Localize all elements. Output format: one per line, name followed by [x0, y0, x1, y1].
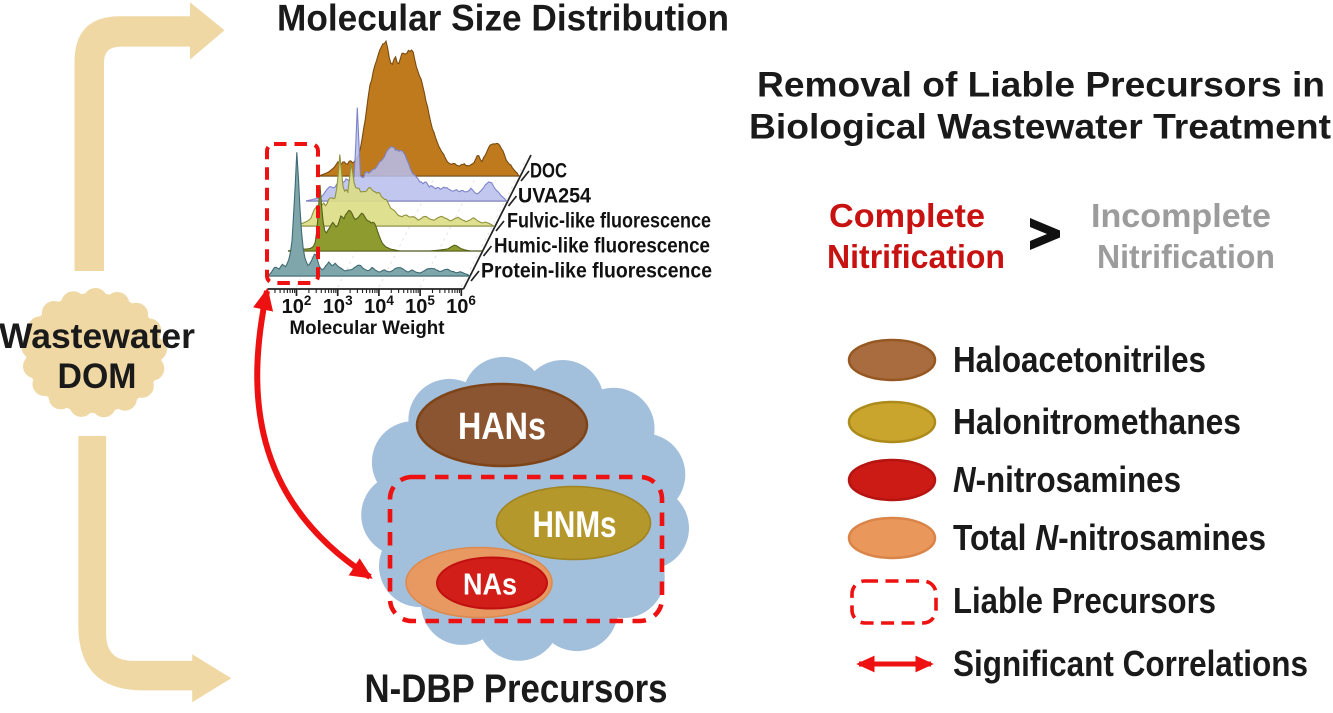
- svg-text:Nitrification: Nitrification: [827, 238, 1005, 275]
- svg-text:Total N-nitrosamines: Total N-nitrosamines: [953, 517, 1266, 558]
- svg-text:Halonitromethanes: Halonitromethanes: [953, 401, 1241, 442]
- svg-text:Incomplete: Incomplete: [1091, 197, 1271, 234]
- svg-text:Removal of Liable Precursors i: Removal of Liable Precursors in: [757, 66, 1325, 105]
- svg-text:Liable Precursors: Liable Precursors: [953, 580, 1216, 621]
- svg-text:DOM: DOM: [58, 357, 137, 396]
- svg-text:DOC: DOC: [530, 160, 567, 183]
- svg-text:Complete: Complete: [829, 197, 985, 234]
- svg-text:N-nitrosamines: N-nitrosamines: [953, 459, 1181, 500]
- svg-text:Haloacetonitriles: Haloacetonitriles: [953, 339, 1206, 380]
- svg-text:NAs: NAs: [463, 567, 517, 602]
- svg-text:Wastewater: Wastewater: [0, 317, 195, 356]
- svg-text:Molecular Size Distribution: Molecular Size Distribution: [277, 0, 729, 39]
- svg-text:Protein-like fluorescence: Protein-like fluorescence: [481, 260, 712, 283]
- svg-text:Humic-like fluorescence: Humic-like fluorescence: [494, 235, 710, 258]
- svg-text:Fulvic-like fluorescence: Fulvic-like fluorescence: [507, 210, 711, 233]
- svg-text:HNMs: HNMs: [533, 504, 617, 545]
- svg-text:Significant Correlations: Significant Correlations: [953, 643, 1308, 684]
- svg-text:Biological Wastewater Treatmen: Biological Wastewater Treatment: [749, 108, 1331, 147]
- svg-text:HANs: HANs: [458, 406, 546, 448]
- svg-text:N-DBP Precursors: N-DBP Precursors: [365, 667, 668, 708]
- svg-text:UVA254: UVA254: [518, 185, 591, 208]
- svg-text:Nitrification: Nitrification: [1097, 238, 1275, 275]
- svg-text:Molecular Weight: Molecular Weight: [290, 317, 445, 339]
